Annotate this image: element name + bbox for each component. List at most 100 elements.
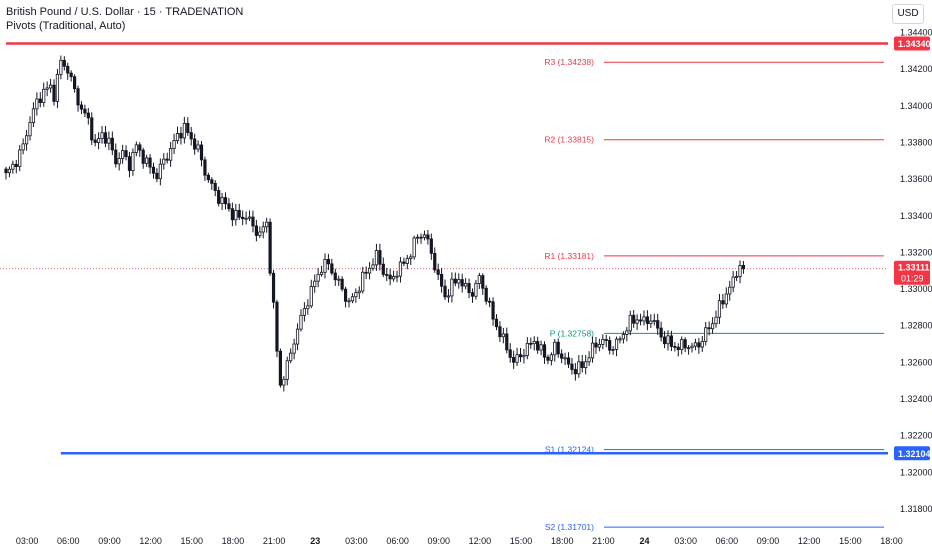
candle	[175, 126, 180, 144]
candle-body	[474, 283, 478, 297]
candle-body	[457, 279, 461, 284]
candle-body	[604, 339, 608, 341]
candle	[62, 56, 66, 71]
candle	[189, 126, 193, 146]
candle	[381, 257, 385, 278]
candle-body	[426, 234, 430, 240]
candle	[158, 158, 162, 186]
candle-body	[686, 347, 691, 350]
candle	[179, 126, 183, 145]
hline-price-badge	[894, 446, 930, 461]
candle-body	[656, 320, 660, 329]
candle-body	[501, 333, 505, 338]
candle-body	[31, 108, 36, 124]
candle	[686, 344, 691, 355]
candle	[601, 334, 605, 350]
candle	[700, 336, 704, 352]
candle	[93, 133, 97, 147]
price-tick-label: 1.31800	[900, 504, 932, 514]
candle-body	[632, 314, 636, 324]
candle-body	[388, 274, 392, 280]
candle-body	[652, 320, 656, 322]
candle	[632, 310, 636, 328]
candle	[330, 258, 334, 276]
candle	[494, 314, 499, 331]
candle-body	[220, 197, 224, 204]
time-tick-label: 06:00	[386, 536, 409, 546]
candle	[525, 337, 529, 360]
time-tick-label: 03:00	[345, 536, 368, 546]
candle-body	[587, 357, 591, 363]
candle	[680, 336, 684, 355]
candle	[169, 141, 173, 167]
candle-body	[114, 149, 118, 165]
candle-body	[522, 355, 526, 358]
candle-body	[347, 300, 351, 303]
candle-body	[450, 278, 454, 297]
horizontal-lines-layer[interactable]	[6, 42, 888, 455]
candle	[635, 314, 639, 331]
bar-countdown: 01:29	[901, 274, 924, 284]
time-tick-label: 21:00	[263, 536, 286, 546]
candle	[604, 334, 608, 348]
pivot-label-r3: R3 (1.34238)	[544, 57, 594, 67]
candle	[138, 142, 142, 157]
candle	[378, 243, 382, 271]
candle-body	[597, 344, 601, 348]
candle	[121, 144, 125, 164]
price-tick-label: 1.32400	[900, 394, 932, 404]
candle-body	[93, 139, 97, 143]
candle	[244, 211, 248, 225]
candle	[141, 147, 145, 169]
candle-body	[361, 271, 365, 292]
candle-body	[539, 344, 543, 351]
candle-body	[683, 339, 687, 349]
candle	[131, 148, 135, 176]
candle-body	[673, 346, 677, 348]
candle	[642, 310, 646, 326]
candle-body	[354, 292, 358, 298]
candle	[14, 159, 18, 174]
candle	[265, 217, 269, 233]
candle	[127, 151, 132, 178]
candle	[518, 347, 523, 363]
candle-body	[385, 274, 389, 276]
price-tick-label: 1.33800	[900, 137, 932, 147]
candle-body	[577, 361, 581, 375]
candle-body	[62, 59, 66, 67]
candle-body	[662, 336, 667, 345]
candle	[717, 293, 722, 324]
time-tick-label: 15:00	[510, 536, 533, 546]
candle-body	[158, 163, 162, 180]
candle	[590, 336, 595, 363]
candle-body	[738, 265, 742, 277]
candle-body	[38, 98, 42, 103]
candle-body	[690, 345, 694, 349]
candle	[35, 92, 39, 116]
indicator-title[interactable]: Pivots (Traditional, Auto)	[6, 20, 126, 32]
candle	[457, 273, 461, 289]
candle-body	[364, 271, 368, 274]
time-axis[interactable]: 03:00 06:00 09:00 12:00 15:00 18:00 21:00 23 03:…	[16, 536, 903, 546]
candle-body	[573, 369, 577, 375]
candle-body	[402, 261, 406, 264]
candle	[659, 321, 663, 342]
candle	[625, 326, 629, 342]
candle-body	[316, 274, 320, 282]
candle-body	[728, 286, 732, 295]
candle-body	[186, 122, 190, 133]
candle	[59, 55, 63, 80]
candle	[714, 310, 718, 328]
candle-body	[302, 308, 307, 316]
price-axis[interactable]: 1.34400 1.34200 1.34000 1.33800 1.33600 1.334…	[900, 28, 932, 515]
currency-selector[interactable]: USD	[892, 4, 924, 24]
candle-body	[381, 263, 385, 275]
candle-body	[731, 276, 735, 288]
candle	[491, 297, 495, 326]
candle-body	[337, 278, 341, 281]
candle	[196, 140, 200, 153]
candle	[110, 131, 114, 156]
candle	[697, 338, 701, 354]
candle	[553, 339, 557, 362]
